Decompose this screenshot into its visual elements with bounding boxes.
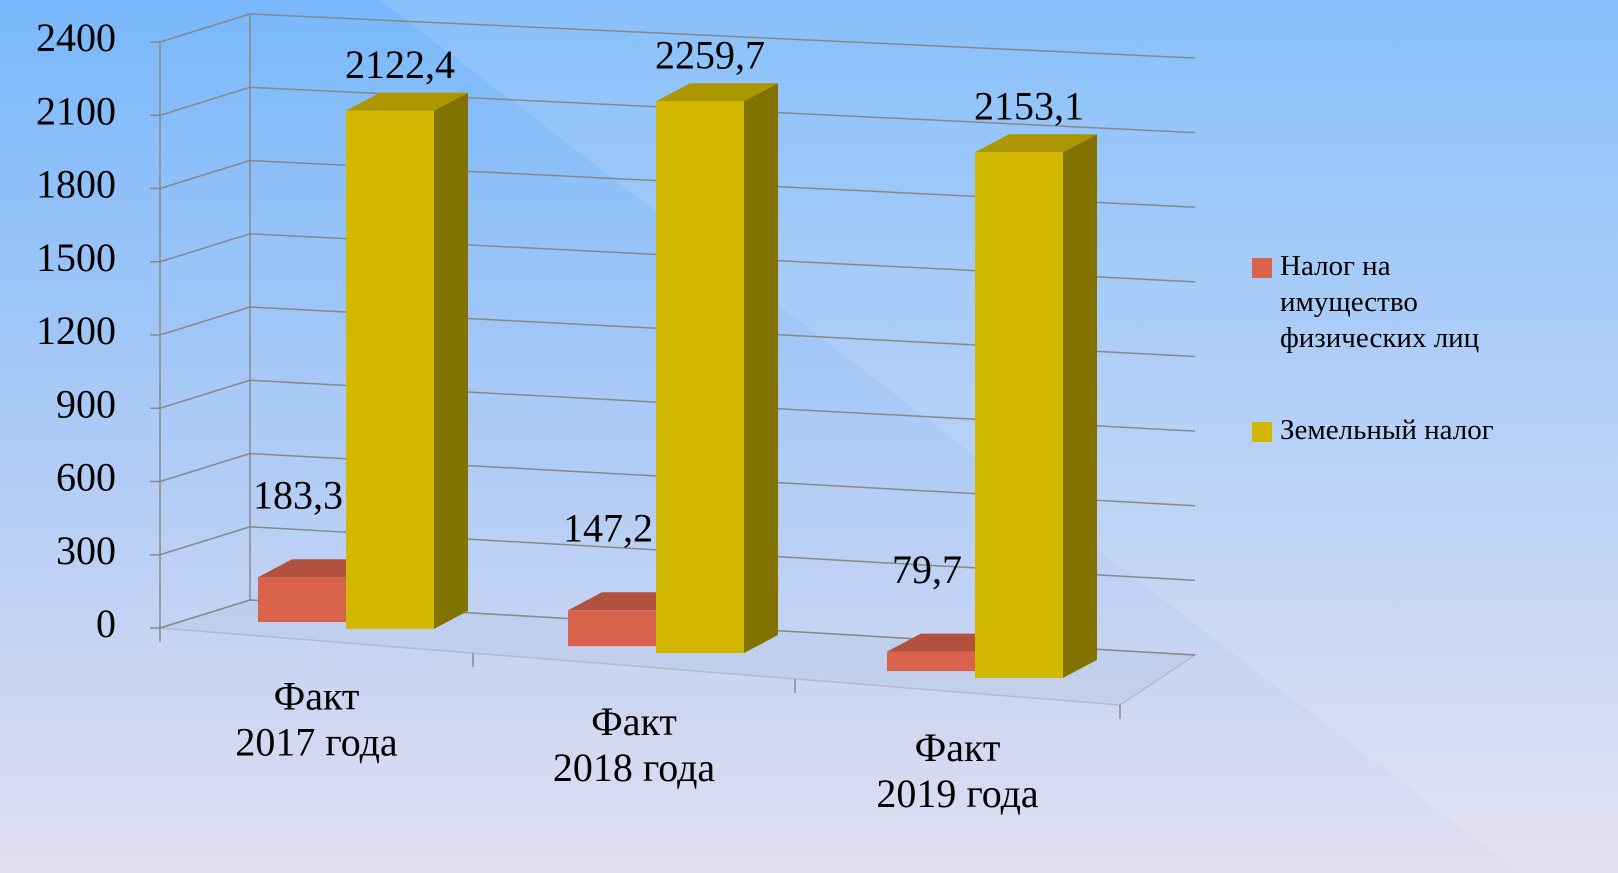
data-label: 2122,4 <box>345 42 455 87</box>
bar-top <box>656 83 778 102</box>
y-tick-label: 2400 <box>36 15 116 60</box>
y-tick-label: 1200 <box>36 308 116 353</box>
x-tick-label: Факт 2018 года <box>553 699 716 790</box>
bar <box>656 83 778 654</box>
bar-side <box>434 92 468 629</box>
grid-line <box>159 525 1196 582</box>
legend-swatch <box>1252 422 1272 442</box>
grid-line <box>159 306 1196 358</box>
bar-top <box>346 92 468 111</box>
grid-line <box>159 159 1196 208</box>
y-tick-label: 900 <box>56 381 116 426</box>
bar-front <box>346 110 434 629</box>
grid-line <box>159 379 1196 432</box>
y-tick-label: 300 <box>56 528 116 573</box>
y-tick-label: 2100 <box>36 88 116 133</box>
bar-top <box>975 134 1097 153</box>
bar-side <box>1063 134 1097 678</box>
y-tick-label: 1500 <box>36 235 116 280</box>
y-tick-label: 1800 <box>36 162 116 207</box>
grid-line <box>159 232 1196 283</box>
bar <box>346 92 468 629</box>
data-label: 79,7 <box>892 547 962 592</box>
legend-label: Земельный налог <box>1280 414 1494 446</box>
data-label: 147,2 <box>563 505 653 550</box>
y-tick-label: 600 <box>56 455 116 500</box>
bar-front <box>975 152 1063 678</box>
bar-front <box>568 610 656 647</box>
grid-line <box>159 452 1196 507</box>
bar-front <box>887 651 975 672</box>
data-label: 2259,7 <box>655 32 765 77</box>
data-label: 183,3 <box>253 472 343 517</box>
x-tick-label: Факт 2019 года <box>876 725 1039 816</box>
legend-swatch <box>1252 258 1272 278</box>
y-tick-label: 0 <box>96 601 116 646</box>
x-tick-label: Факт 2017 года <box>235 674 398 765</box>
grid-line <box>159 599 1196 656</box>
bar-side <box>744 83 778 654</box>
bar <box>975 134 1097 678</box>
bar-front <box>258 577 346 622</box>
data-label: 2153,1 <box>974 83 1084 128</box>
grid-line <box>159 86 1196 134</box>
grid-line <box>159 13 1196 59</box>
legend-label: Налог на имущество физических лиц <box>1280 250 1479 354</box>
bar-front <box>656 101 744 654</box>
